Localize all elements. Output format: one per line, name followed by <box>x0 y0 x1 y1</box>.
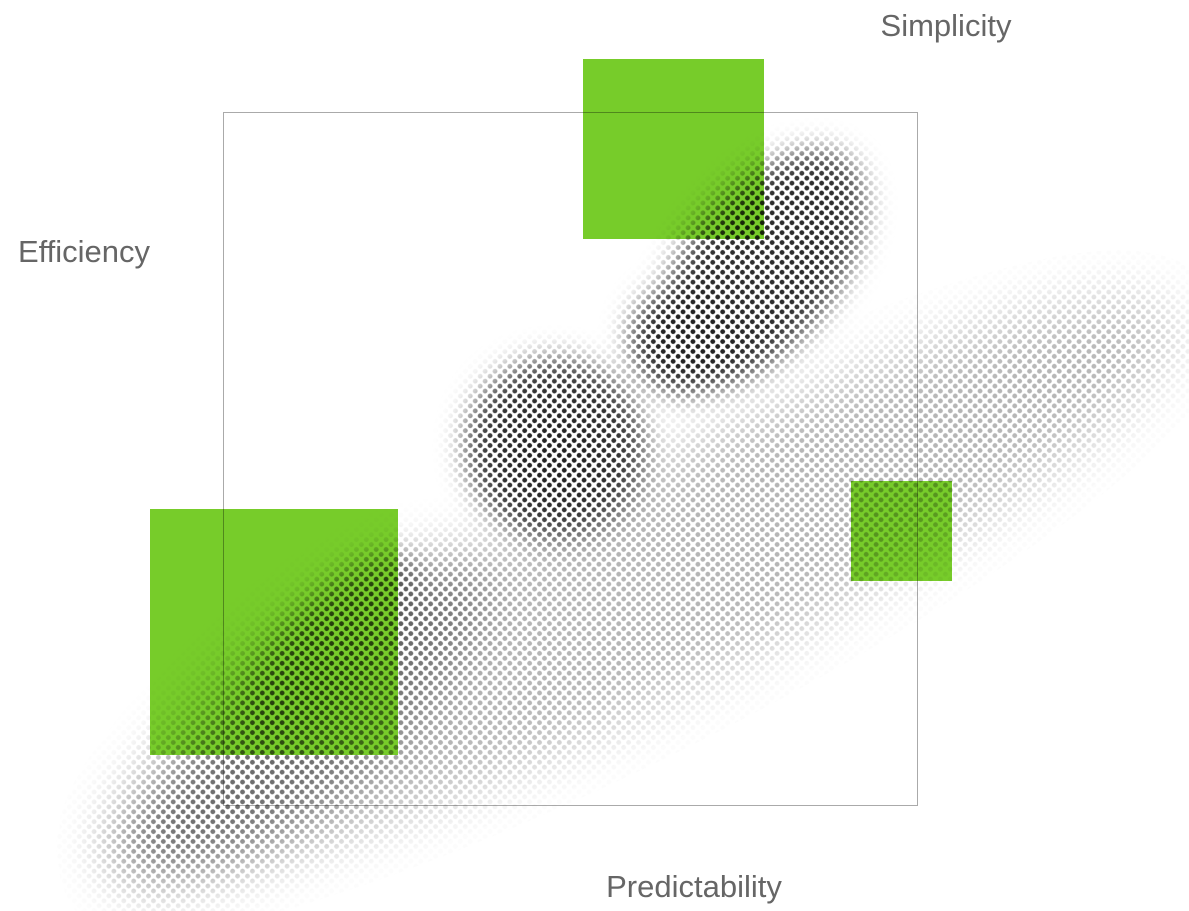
green-square <box>583 59 764 239</box>
green-square <box>851 481 952 581</box>
label-bottom: Predictability <box>606 869 782 904</box>
green-square <box>150 509 398 755</box>
label-top: Simplicity <box>881 8 1012 43</box>
green-squares <box>150 59 952 755</box>
label-left: Efficiency <box>18 234 151 269</box>
